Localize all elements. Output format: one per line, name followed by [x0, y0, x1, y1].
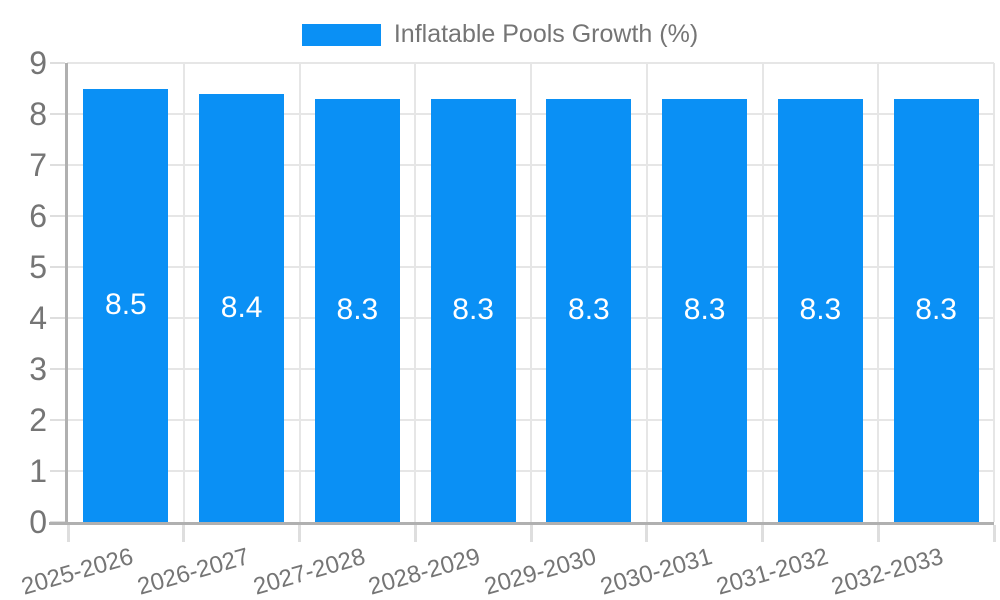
bar-value-label: 8.5 [105, 288, 147, 322]
bar-value-label: 8.4 [220, 290, 263, 324]
y-axis-tick-mark [50, 215, 65, 217]
bar [893, 98, 979, 522]
x-axis-tick-mark [298, 525, 301, 542]
chart-legend[interactable]: Inflatable Pools Growth (%) [0, 20, 1000, 49]
x-axis-tick-label: 2027-2028 [250, 543, 368, 600]
gridline-vertical [761, 63, 764, 522]
y-axis-tick-label: 9 [29, 45, 47, 81]
y-axis-tick-mark [50, 62, 65, 64]
x-axis-tick-mark [182, 525, 186, 542]
y-axis-tick-mark [50, 419, 65, 421]
x-axis-tick-mark [413, 525, 417, 542]
x-axis-tick-label: 2032-2033 [828, 543, 947, 600]
y-axis-line [65, 63, 68, 522]
y-axis-tick-label: 6 [29, 198, 47, 234]
x-axis-tick-mark [645, 525, 649, 542]
y-axis-tick-label: 5 [29, 249, 47, 285]
bar-value-label: 8.3 [568, 293, 610, 327]
gridline-vertical [993, 63, 995, 522]
gridline-vertical [645, 63, 648, 522]
y-axis-tick-mark [50, 317, 65, 319]
bar [83, 88, 169, 522]
gridline-vertical [414, 63, 417, 522]
y-axis-tick-mark [50, 368, 65, 370]
bar [430, 98, 516, 522]
legend-swatch [301, 23, 381, 46]
y-axis-tick-label: 8 [29, 96, 47, 132]
bar [546, 98, 632, 522]
gridline-vertical [530, 63, 532, 522]
x-axis-tick-label: 2030-2031 [597, 543, 716, 600]
y-axis-tick-label: 7 [29, 147, 47, 183]
gridline-vertical [182, 63, 185, 522]
x-axis-tick-label: 2028-2029 [365, 543, 484, 600]
x-axis-tick-mark [761, 525, 764, 542]
gridline-vertical [298, 63, 301, 522]
bar [662, 98, 748, 522]
x-axis-tick-mark [876, 525, 880, 542]
y-axis-tick-label: 4 [29, 300, 47, 336]
x-axis-tick-mark [529, 525, 533, 542]
bar [199, 93, 285, 522]
x-axis-tick-mark [66, 525, 70, 542]
y-axis-tick-mark [50, 266, 65, 268]
x-axis-tick-label: 2031-2032 [713, 543, 831, 600]
x-axis-tick-label: 2029-2030 [481, 543, 600, 600]
bar-value-label: 8.3 [452, 293, 494, 327]
x-axis-tick-label: 2026-2027 [134, 543, 253, 600]
bar-value-label: 8.3 [683, 293, 726, 327]
x-axis-line [49, 522, 994, 525]
y-axis-tick-mark [50, 470, 65, 472]
bar [314, 98, 400, 522]
legend-label: Inflatable Pools Growth (%) [393, 20, 699, 48]
y-axis-tick-mark [50, 164, 65, 166]
y-axis-tick-label: 2 [29, 402, 47, 438]
bar [777, 98, 863, 522]
bar-value-label: 8.3 [915, 293, 957, 327]
y-axis-tick-label: 0 [29, 504, 47, 540]
bar-value-label: 8.3 [799, 293, 842, 327]
bar-value-label: 8.3 [336, 293, 379, 327]
x-axis-tick-mark [992, 525, 996, 542]
y-axis-tick-label: 1 [29, 453, 47, 489]
x-axis-tick-label: 2025-2026 [18, 543, 137, 600]
y-axis-tick-label: 3 [29, 351, 47, 387]
y-axis-tick-mark [50, 113, 65, 115]
gridline-vertical [877, 63, 880, 522]
